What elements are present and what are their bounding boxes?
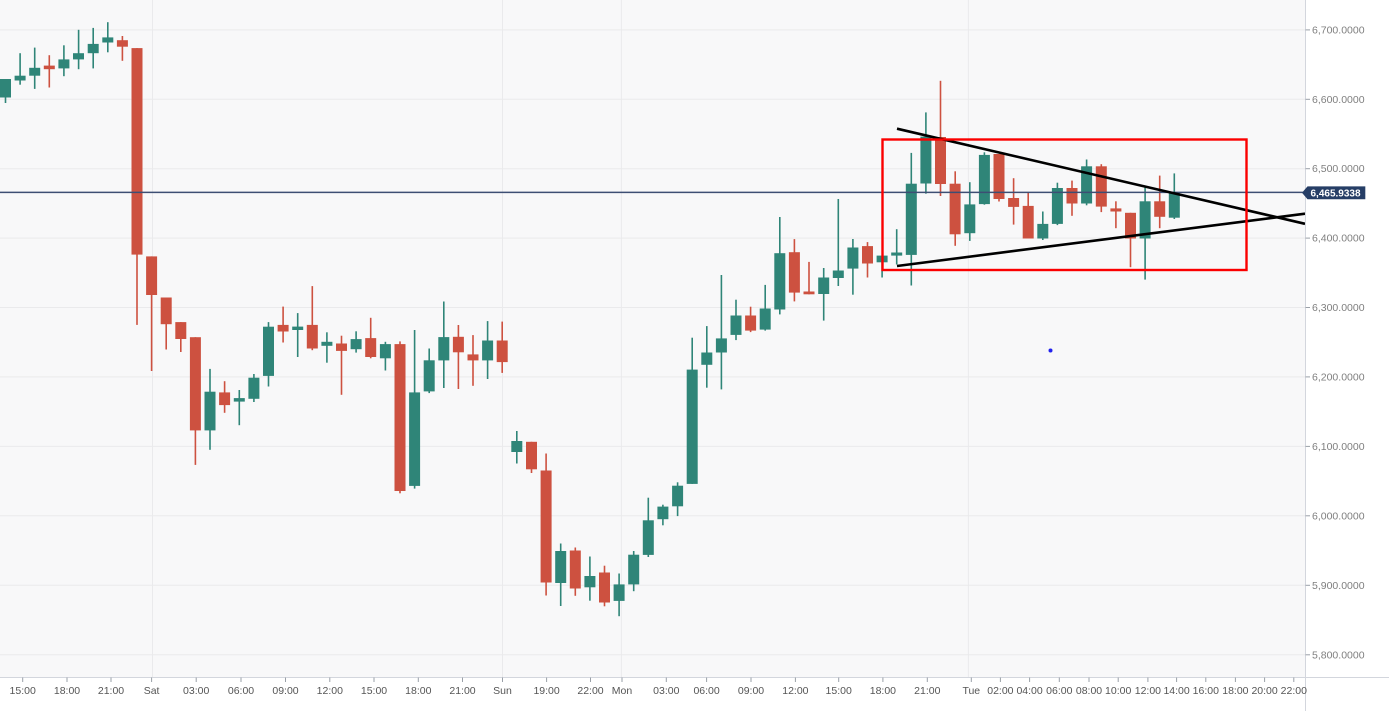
- svg-text:14:00: 14:00: [1163, 685, 1189, 697]
- svg-text:5,900.0000: 5,900.0000: [1312, 580, 1365, 592]
- svg-text:21:00: 21:00: [98, 685, 124, 697]
- svg-text:18:00: 18:00: [870, 685, 896, 697]
- svg-text:22:00: 22:00: [1281, 685, 1307, 697]
- svg-text:15:00: 15:00: [10, 685, 36, 697]
- svg-text:03:00: 03:00: [653, 685, 679, 697]
- svg-text:06:00: 06:00: [228, 685, 254, 697]
- svg-text:18:00: 18:00: [1222, 685, 1248, 697]
- svg-text:18:00: 18:00: [405, 685, 431, 697]
- svg-text:6,200.0000: 6,200.0000: [1312, 371, 1365, 383]
- svg-text:19:00: 19:00: [533, 685, 559, 697]
- svg-text:6,465.9338: 6,465.9338: [1311, 188, 1361, 199]
- svg-text:Tue: Tue: [962, 685, 980, 697]
- svg-text:04:00: 04:00: [1016, 685, 1042, 697]
- svg-text:12:00: 12:00: [1135, 685, 1161, 697]
- svg-text:02:00: 02:00: [987, 685, 1013, 697]
- svg-text:12:00: 12:00: [317, 685, 343, 697]
- svg-text:12:00: 12:00: [782, 685, 808, 697]
- svg-text:18:00: 18:00: [54, 685, 80, 697]
- svg-text:6,600.0000: 6,600.0000: [1312, 94, 1365, 106]
- svg-text:10:00: 10:00: [1105, 685, 1131, 697]
- svg-text:06:00: 06:00: [693, 685, 719, 697]
- svg-text:Mon: Mon: [612, 685, 633, 697]
- svg-text:22:00: 22:00: [577, 685, 603, 697]
- svg-text:6,500.0000: 6,500.0000: [1312, 163, 1365, 175]
- svg-text:Sat: Sat: [144, 685, 160, 697]
- svg-text:6,000.0000: 6,000.0000: [1312, 510, 1365, 522]
- svg-text:Sun: Sun: [493, 685, 512, 697]
- svg-text:21:00: 21:00: [449, 685, 475, 697]
- svg-text:21:00: 21:00: [914, 685, 940, 697]
- svg-text:09:00: 09:00: [738, 685, 764, 697]
- svg-text:20:00: 20:00: [1251, 685, 1277, 697]
- svg-text:6,100.0000: 6,100.0000: [1312, 441, 1365, 453]
- svg-text:5,800.0000: 5,800.0000: [1312, 649, 1365, 661]
- svg-text:08:00: 08:00: [1076, 685, 1102, 697]
- svg-text:15:00: 15:00: [826, 685, 852, 697]
- svg-text:6,700.0000: 6,700.0000: [1312, 24, 1365, 36]
- svg-text:03:00: 03:00: [183, 685, 209, 697]
- svg-text:6,300.0000: 6,300.0000: [1312, 302, 1365, 314]
- svg-text:16:00: 16:00: [1193, 685, 1219, 697]
- svg-text:15:00: 15:00: [361, 685, 387, 697]
- svg-text:09:00: 09:00: [272, 685, 298, 697]
- svg-text:6,400.0000: 6,400.0000: [1312, 233, 1365, 245]
- svg-text:06:00: 06:00: [1046, 685, 1072, 697]
